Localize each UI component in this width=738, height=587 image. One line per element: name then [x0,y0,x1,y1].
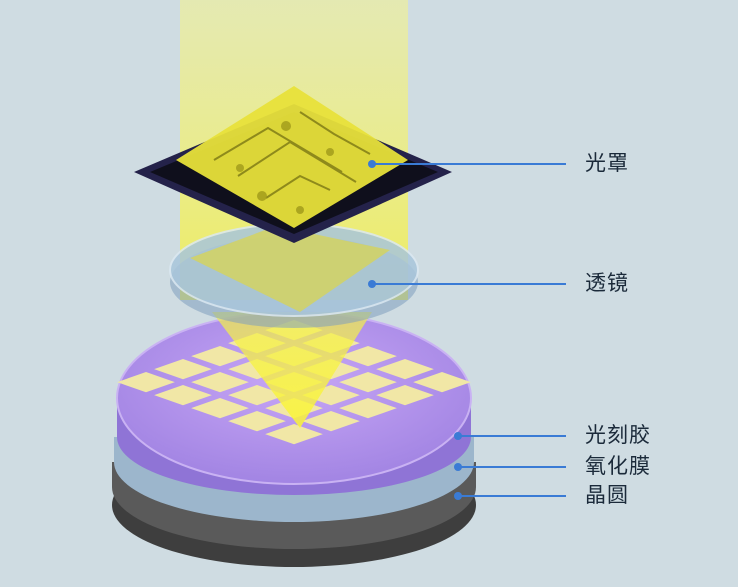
exposed-cell [265,424,323,445]
marker-dot-photomask [368,160,376,168]
exposed-cell [117,372,175,393]
marker-dot-lens [368,280,376,288]
exposed-cell [376,385,434,406]
label-lens: 透镜 [585,271,629,295]
mask-pattern [176,86,408,228]
exposed-cell [302,411,360,432]
exposed-cell [191,346,249,367]
label-oxide-film: 氧化膜 [585,454,651,478]
exposed-cell [339,372,397,393]
exposed-cell [376,359,434,380]
lens [169,223,419,328]
exposed-cell [154,359,212,380]
marker-dot-oxide-film [454,463,462,471]
exposed-cell [228,411,286,432]
marker-dot-photoresist [454,432,462,440]
exposed-cell [191,398,249,419]
exposed-cell [154,385,212,406]
lens-projected-pattern [190,226,390,312]
label-photomask: 光罩 [585,151,629,175]
leader-lines [372,163,566,497]
exposed-cell [191,372,249,393]
exposed-cell [413,372,471,393]
focused-light-cone [212,312,372,428]
photomask [134,86,452,243]
label-wafer: 晶圆 [585,483,629,507]
label-photoresist: 光刻胶 [585,423,651,447]
marker-dot-wafer [454,492,462,500]
exposed-cell [339,346,397,367]
exposed-cell [339,398,397,419]
